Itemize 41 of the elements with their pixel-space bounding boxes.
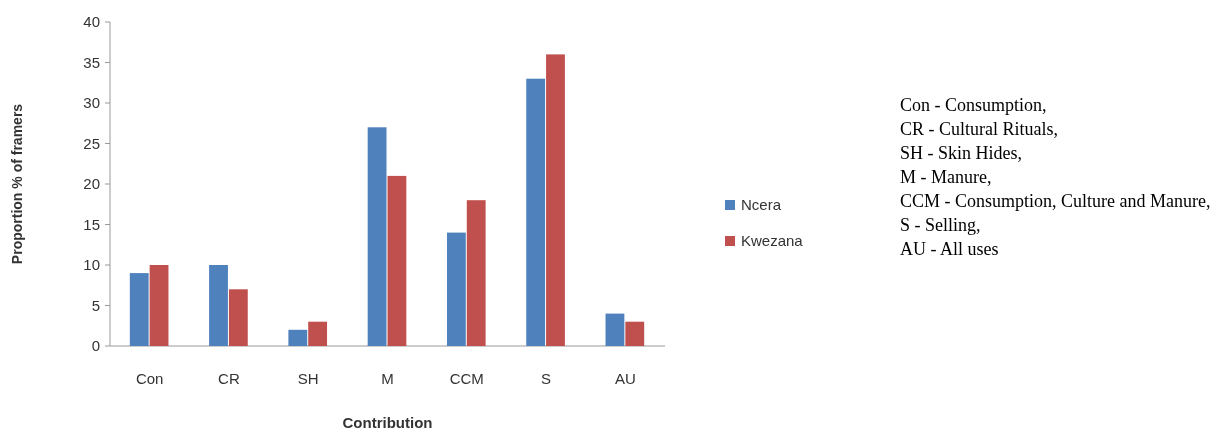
text: CR - Cultural Rituals, — [900, 119, 1059, 140]
x-tick-label: S — [541, 370, 552, 387]
bar — [625, 321, 645, 346]
y-tick-label: 15 — [83, 215, 100, 233]
x-tick-label: SH — [297, 370, 319, 387]
bar — [387, 175, 407, 346]
text: S - Selling, — [900, 215, 981, 236]
x-tick-label: M — [381, 370, 394, 387]
bar — [526, 78, 546, 346]
y-tick-label: 25 — [83, 134, 100, 152]
y-tick-label: 20 — [83, 175, 100, 193]
text: Con - Consumption, — [900, 95, 1047, 116]
y-tick-label: 30 — [83, 94, 100, 112]
y-tick-label: 5 — [91, 296, 100, 314]
x-axis-title: Contribution — [342, 414, 433, 431]
x-tick-label: Con — [135, 370, 164, 387]
bar — [149, 265, 169, 346]
text: CCM - Consumption, Culture and Manure, — [900, 191, 1211, 212]
y-tick-label: 35 — [83, 53, 100, 71]
y-tick-label: 40 — [83, 13, 100, 31]
bar — [367, 127, 387, 346]
legend-label: Ncera — [741, 196, 782, 214]
bar — [228, 289, 248, 346]
bar — [605, 313, 625, 346]
x-tick-label: AU — [614, 370, 636, 387]
bar — [209, 265, 228, 346]
text: AU - All uses — [900, 239, 999, 260]
bar — [446, 232, 466, 346]
x-tick-label: CR — [218, 370, 240, 387]
text: SH - Skin Hides, — [900, 143, 1023, 164]
legend-label: Kwezana — [741, 232, 804, 250]
x-tick-label: CCM — [449, 370, 484, 387]
bar — [308, 321, 328, 346]
bar — [466, 200, 486, 346]
bar — [546, 54, 565, 346]
y-axis-title: Proportion % of framers — [9, 103, 25, 265]
y-tick-label: 0 — [91, 337, 100, 355]
bar — [288, 329, 308, 346]
bar — [129, 273, 149, 346]
y-tick-label: 10 — [83, 256, 100, 274]
text: M - Manure, — [900, 167, 992, 188]
